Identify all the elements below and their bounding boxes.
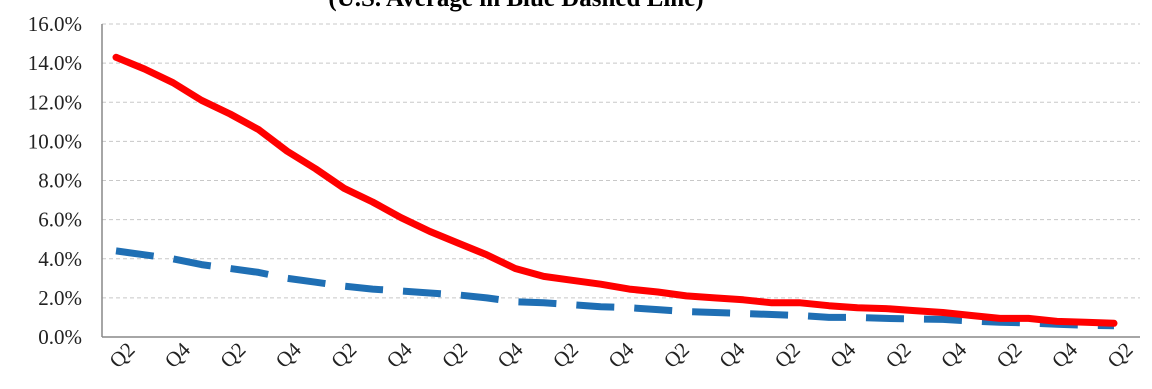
x-axis-tick-labels: Q2 Q4 Q2 Q4 Q2 Q4 Q2 Q4 Q2 Q4 Q2 Q4 Q2 Q4 Q2 Q4 Q2 Q4 Q2 [104, 337, 1137, 372]
x-tick-label: Q4 [382, 337, 417, 372]
us-average-series-line [115, 247, 1115, 330]
y-tick-label: 4.0% [38, 247, 82, 271]
x-tick-label: Q2 [326, 338, 361, 373]
x-tick-label: Q4 [271, 337, 306, 372]
y-tick-label: 10.0% [28, 129, 82, 153]
x-tick-label: Q2 [1102, 338, 1137, 373]
x-tick-label: Q2 [992, 338, 1027, 373]
x-tick-label: Q4 [714, 337, 749, 372]
x-tick-label: Q2 [881, 338, 916, 373]
x-tick-label: Q4 [493, 337, 528, 372]
x-tick-label: Q4 [603, 337, 638, 372]
x-tick-label: Q4 [1047, 337, 1082, 372]
primary-series-line [112, 53, 1118, 327]
chart-title: (U.S. Average in Blue Dashed Line) [328, 0, 703, 12]
x-tick-label: Q2 [659, 338, 694, 373]
data-series [112, 53, 1118, 330]
y-tick-label: 0.0% [38, 325, 82, 349]
y-tick-label: 2.0% [38, 286, 82, 310]
y-tick-label: 6.0% [38, 208, 82, 232]
y-tick-label: 8.0% [38, 169, 82, 193]
y-tick-label: 14.0% [28, 51, 82, 75]
x-tick-label: Q2 [215, 338, 250, 373]
x-tick-label: Q2 [548, 338, 583, 373]
y-tick-label: 16.0% [28, 12, 82, 36]
x-tick-label: Q4 [825, 337, 860, 372]
y-axis-tick-labels: 0.0% 2.0% 4.0% 6.0% 8.0% 10.0% 12.0% 14.0% 16.0% [28, 12, 82, 349]
x-tick-label: Q2 [104, 338, 139, 373]
x-tick-label: Q4 [160, 337, 195, 372]
x-tick-label: Q4 [936, 337, 971, 372]
x-tick-label: Q2 [770, 338, 805, 373]
x-tick-label: Q2 [437, 338, 472, 373]
gridlines [102, 23, 1140, 299]
y-tick-label: 12.0% [28, 90, 82, 114]
